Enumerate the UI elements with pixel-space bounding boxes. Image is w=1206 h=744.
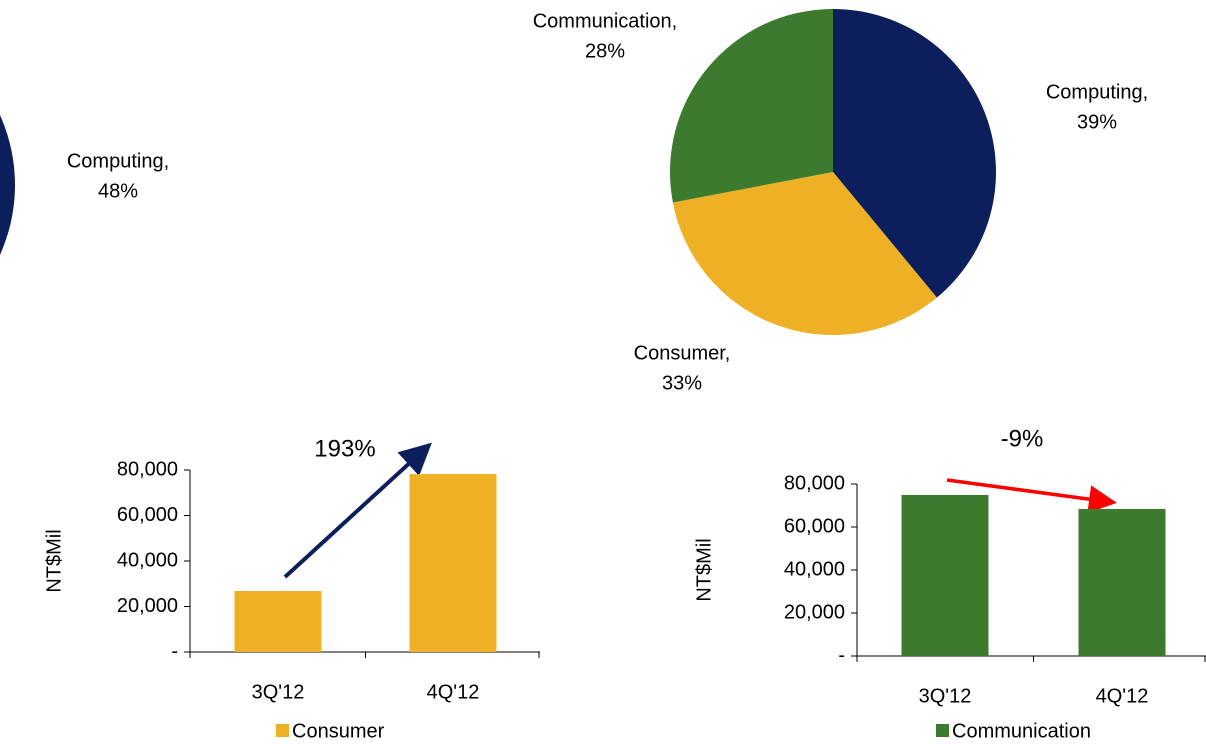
y-tick-label: 40,000: [117, 549, 178, 571]
pie-slice: [833, 9, 996, 298]
x-tick-label: 4Q'12: [1096, 685, 1149, 707]
annotation: -9%: [1001, 425, 1044, 452]
x-tick-label: 3Q'12: [919, 685, 972, 707]
y-tick-label: 80,000: [117, 458, 178, 480]
pie-slice: [670, 9, 833, 203]
pie-slice: [672, 172, 937, 335]
x-tick-label: 3Q'12: [252, 681, 305, 703]
slice-label: Communication,: [533, 10, 678, 32]
y-axis-label: NT$Mil: [43, 529, 65, 592]
pie-slice: [0, 115, 15, 255]
bar: [409, 474, 497, 652]
legend-swatch: [276, 724, 289, 737]
y-axis-label: NT$Mil: [693, 538, 715, 601]
y-tick-label: 20,000: [117, 595, 178, 617]
bar: [234, 591, 322, 652]
y-tick-label: 40,000: [784, 558, 845, 580]
trend-arrow: [946, 478, 1117, 514]
slice-value-label: 48%: [98, 180, 138, 202]
y-tick-label: 60,000: [784, 515, 845, 537]
slice-label: Consumer,: [634, 342, 731, 364]
annotation: 193%: [314, 435, 375, 462]
x-tick-label: 4Q'12: [427, 681, 480, 703]
legend-label: Consumer: [292, 720, 385, 742]
trend-arrow: [283, 442, 432, 579]
slice-value-label: 28%: [585, 40, 625, 62]
slice-value-label: 39%: [1077, 111, 1117, 133]
y-tick-label: 20,000: [784, 601, 845, 623]
slice-label: Computing,: [1046, 81, 1148, 103]
bar: [901, 494, 989, 656]
bar: [1078, 508, 1166, 656]
legend-swatch: [936, 724, 949, 737]
slice-value-label: 33%: [662, 372, 702, 394]
slice-label: Computing,: [67, 150, 169, 172]
y-tick-label: 80,000: [784, 472, 845, 494]
y-tick-label: -: [171, 640, 178, 662]
y-tick-label: 60,000: [117, 504, 178, 526]
y-tick-label: -: [838, 644, 845, 666]
legend-label: Communication: [952, 720, 1091, 742]
